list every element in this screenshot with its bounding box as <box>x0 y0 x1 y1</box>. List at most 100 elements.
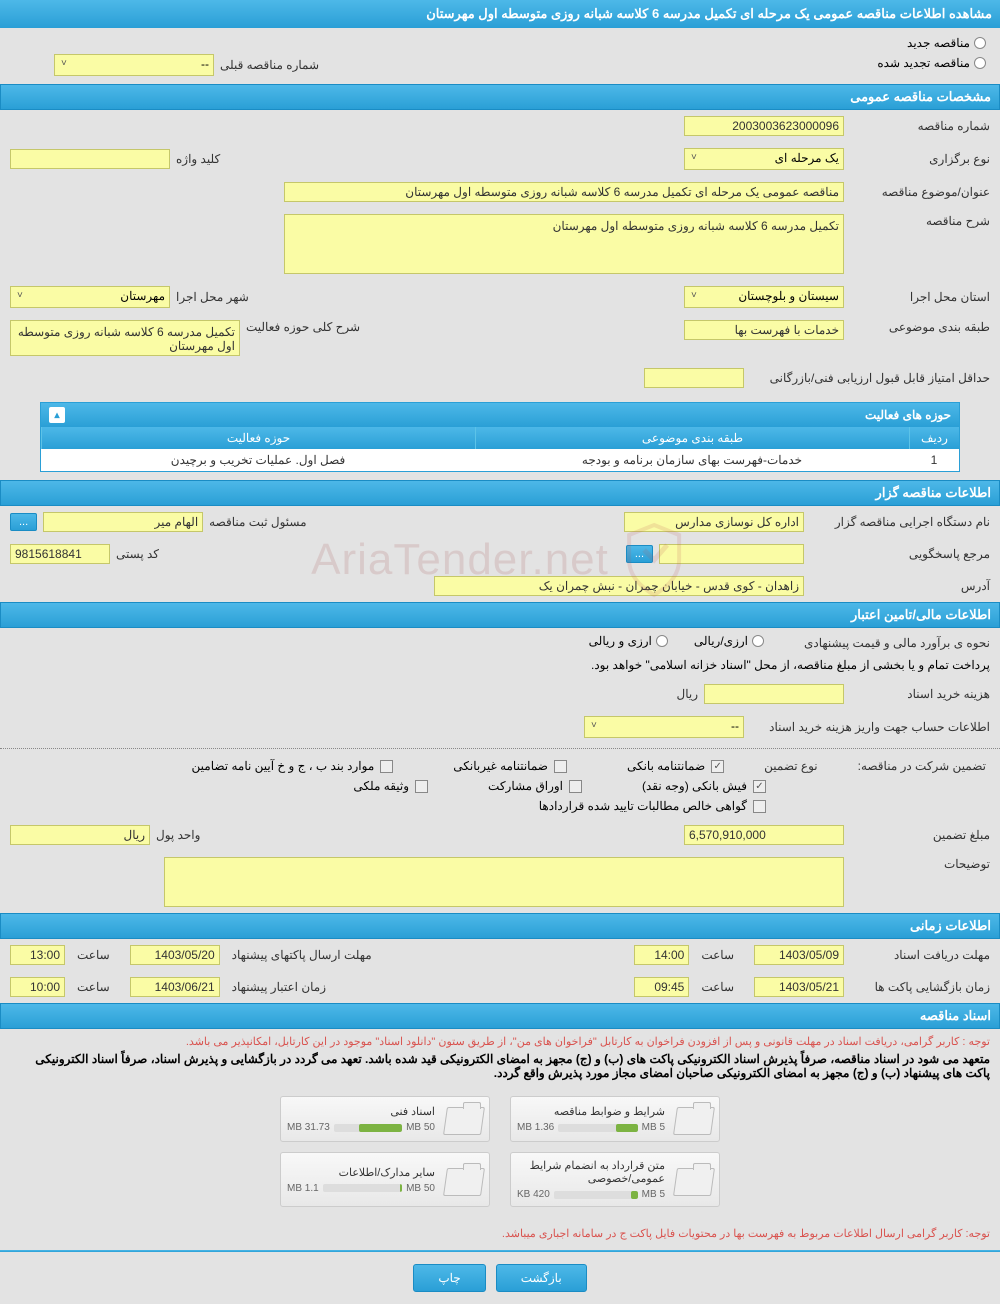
progress-track <box>558 1124 637 1132</box>
time-label-3: ساعت <box>701 980 734 994</box>
file-box-conditions[interactable]: شرایط و ضوابط مناقصه 5 MB 1.36 MB <box>510 1096 720 1142</box>
more-button-2[interactable]: ... <box>626 545 653 563</box>
subject-field: مناقصه عمومی یک مرحله ای تکمیل مدرسه 6 ک… <box>284 182 844 202</box>
row-min-score: حداقل امتیاز قابل قبول ارزیابی فنی/بازرگ… <box>0 362 1000 394</box>
back-button[interactable]: بازگشت <box>496 1264 587 1292</box>
row-payment-note: پرداخت تمام و یا بخشی از مبلغ مناقصه، از… <box>0 658 1000 678</box>
radio-label: ارزی و ریالی <box>589 634 652 648</box>
more-button[interactable]: ... <box>10 513 37 531</box>
registrar-label: مسئول ثبت مناقصه <box>209 515 306 529</box>
dotted-divider <box>0 748 1000 749</box>
doc-note-2: متعهد می شود در اسناد مناقصه، صرفاً پذیر… <box>10 1052 990 1080</box>
file-name: متن قرارداد به انضمام شرایط عمومی/خصوصی <box>517 1159 665 1185</box>
radio-icon <box>974 57 986 69</box>
row-holding-type: نوع برگزاری یک مرحله ای کلید واژه <box>0 142 1000 176</box>
payment-note-text: پرداخت تمام و یا بخشی از مبلغ مناقصه، از… <box>591 658 990 672</box>
doc-note-3: توجه: کاربر گرامی ارسال اطلاعات مربوط به… <box>10 1227 990 1240</box>
chk-bank-receipt[interactable]: فیش بانکی (وجه نقد) <box>642 779 766 793</box>
print-button[interactable]: چاپ <box>413 1264 485 1292</box>
radio-icon <box>752 635 764 647</box>
checkbox-label: وثیقه ملکی <box>353 779 409 793</box>
progress-fill <box>359 1124 402 1132</box>
row-timing-1: مهلت دریافت اسناد 1403/05/09 ساعت 14:00 … <box>0 939 1000 971</box>
tender-type-radios: مناقصه جدید مناقصه تجدید شده شماره مناقص… <box>0 28 1000 84</box>
file-box-technical[interactable]: اسناد فنی 50 MB 31.73 MB <box>280 1096 490 1142</box>
row-estimate-method: نحوه ی برآورد مالی و قیمت پیشنهادی ارزی/… <box>0 628 1000 658</box>
time-label: ساعت <box>701 948 734 962</box>
holding-type-select[interactable]: یک مرحله ای <box>684 148 844 170</box>
chk-certified-claims[interactable]: گواهی خالص مطالبات تایید شده قراردادها <box>539 799 766 813</box>
chk-bonds[interactable]: اوراق مشارکت <box>488 779 582 793</box>
file-total: 5 MB <box>642 1122 665 1133</box>
activity-table-header: ردیف طبقه بندی موضوعی حوزه فعالیت <box>41 427 959 449</box>
doc-cost-field[interactable] <box>704 684 844 704</box>
progress-fill <box>631 1191 638 1199</box>
postal-code-field: 9815618841 <box>10 544 110 564</box>
exec-name-label: نام دستگاه اجرایی مناقصه گزار <box>810 515 990 529</box>
time-label-4: ساعت <box>77 980 110 994</box>
tender-number-label: شماره مناقصه <box>850 119 990 133</box>
file-total: 5 MB <box>642 1189 665 1200</box>
notes-field[interactable] <box>164 857 844 907</box>
collapse-icon[interactable]: ▴ <box>49 407 65 423</box>
receive-deadline-label: مهلت دریافت اسناد <box>850 948 990 962</box>
radio-renewed-tender[interactable]: مناقصه تجدید شده <box>877 56 986 70</box>
account-info-select[interactable]: -- <box>584 716 744 738</box>
checkbox-icon <box>753 780 766 793</box>
section-timing-header: اطلاعات زمانی <box>0 913 1000 939</box>
province-label: استان محل اجرا <box>850 290 990 304</box>
radio-label: ارزی/ریالی <box>694 634 748 648</box>
province-select[interactable]: سیستان و بلوچستان <box>684 286 844 308</box>
responder-field[interactable] <box>659 544 804 564</box>
registrar-field: الهام میر <box>43 512 203 532</box>
row-description: شرح مناقصه تکمیل مدرسه 6 کلاسه شبانه روز… <box>0 208 1000 280</box>
folder-icon <box>673 1164 713 1196</box>
checkbox-label: گواهی خالص مطالبات تایید شده قراردادها <box>539 799 747 813</box>
submit-deadline-label: مهلت ارسال پاکتهای پیشنهاد <box>232 948 372 962</box>
validity-date-field: 1403/06/21 <box>130 977 220 997</box>
chk-nonbank-guarantee[interactable]: ضمانتنامه غیربانکی <box>453 759 567 773</box>
section-organizer-header: اطلاعات مناقصه گزار <box>0 480 1000 506</box>
chk-property[interactable]: وثیقه ملکی <box>353 779 428 793</box>
chk-bank-guarantee[interactable]: ضمانتنامه بانکی <box>627 759 724 773</box>
checkbox-label: اوراق مشارکت <box>488 779 563 793</box>
checkbox-icon <box>711 760 724 773</box>
min-score-field[interactable] <box>644 368 744 388</box>
radio-icon <box>656 635 668 647</box>
radio-rial[interactable]: ارزی/ریالی <box>694 634 764 648</box>
row-location: استان محل اجرا سیستان و بلوچستان شهر محل… <box>0 280 1000 314</box>
address-field: زاهدان - کوی قدس - خیابان چمران - نبش چم… <box>434 576 804 596</box>
radio-currency-rial[interactable]: ارزی و ریالی <box>589 634 668 648</box>
chk-items-bjhk[interactable]: موارد بند ب ، ج و خ آیین نامه تضامین <box>192 759 394 773</box>
receive-time-field: 14:00 <box>634 945 689 965</box>
validity-label: زمان اعتبار پیشنهاد <box>232 980 326 994</box>
keyword-field[interactable] <box>10 149 170 169</box>
progress-fill <box>616 1124 637 1132</box>
submit-date-field: 1403/05/20 <box>130 945 220 965</box>
row-exec-name: نام دستگاه اجرایی مناقصه گزار اداره کل ن… <box>0 506 1000 538</box>
city-select[interactable]: مهرستان <box>10 286 170 308</box>
description-field: تکمیل مدرسه 6 کلاسه شبانه روزی متوسطه او… <box>284 214 844 274</box>
td-activity: فصل اول. عملیات تخریب و برچیدن <box>41 449 475 471</box>
radio-new-tender[interactable]: مناقصه جدید <box>14 36 986 50</box>
radio-label: مناقصه جدید <box>907 36 970 50</box>
postal-code-label: کد پستی <box>116 547 159 561</box>
opening-time-field: 09:45 <box>634 977 689 997</box>
checkbox-icon <box>569 780 582 793</box>
row-account-info: اطلاعات حساب جهت واریز هزینه خرید اسناد … <box>0 710 1000 744</box>
currency-unit-label: واحد پول <box>156 828 200 842</box>
subject-label: عنوان/موضوع مناقصه <box>850 185 990 199</box>
prev-tender-select[interactable]: -- <box>54 54 214 76</box>
receive-date-field: 1403/05/09 <box>754 945 844 965</box>
progress-fill <box>400 1184 402 1192</box>
progress-track <box>334 1124 402 1132</box>
file-box-contract[interactable]: متن قرارداد به انضمام شرایط عمومی/خصوصی … <box>510 1152 720 1207</box>
th-category: طبقه بندی موضوعی <box>475 427 909 449</box>
file-row-2: متن قرارداد به انضمام شرایط عمومی/خصوصی … <box>0 1152 1000 1217</box>
file-used: 420 KB <box>517 1189 550 1200</box>
section-documents-header: اسناد مناقصه <box>0 1003 1000 1029</box>
checkbox-label: فیش بانکی (وجه نقد) <box>642 779 747 793</box>
file-box-other[interactable]: سایر مدارک/اطلاعات 50 MB 1.1 MB <box>280 1152 490 1207</box>
row-timing-2: زمان بازگشایی پاکت ها 1403/05/21 ساعت 09… <box>0 971 1000 1003</box>
address-label: آدرس <box>810 579 990 593</box>
